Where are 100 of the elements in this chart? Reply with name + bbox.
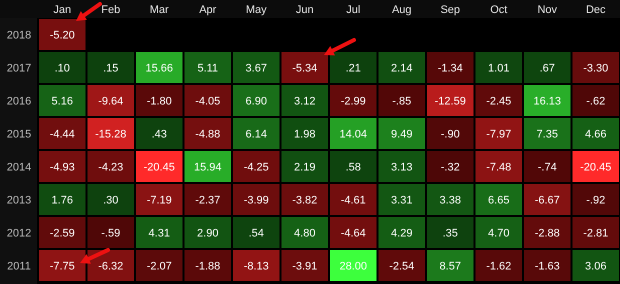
x-tick-label: Sep bbox=[440, 4, 460, 16]
data-label: -7.48 bbox=[486, 162, 512, 174]
data-label: -2.37 bbox=[195, 194, 220, 206]
data-label: -6.67 bbox=[534, 194, 560, 206]
data-label: 5.16 bbox=[52, 96, 73, 108]
data-label: -3.82 bbox=[292, 194, 318, 206]
data-label: 15.66 bbox=[145, 62, 174, 74]
data-label: -1.63 bbox=[534, 260, 560, 272]
data-label: -7.75 bbox=[50, 260, 75, 272]
data-label: 3.12 bbox=[294, 96, 316, 108]
data-label: 6.90 bbox=[246, 96, 267, 108]
data-label: -8.13 bbox=[244, 260, 269, 272]
x-tick-label: Dec bbox=[586, 4, 606, 16]
data-label: .58 bbox=[346, 162, 361, 174]
x-tick-label: Jul bbox=[346, 4, 360, 16]
data-label: -.92 bbox=[586, 194, 606, 206]
data-label: -2.59 bbox=[50, 228, 75, 240]
data-label: -2.81 bbox=[583, 228, 608, 240]
data-label: -4.44 bbox=[50, 128, 75, 140]
data-label: -20.45 bbox=[144, 162, 175, 174]
data-label: 1.98 bbox=[294, 128, 316, 140]
data-label: 2.19 bbox=[294, 162, 316, 174]
data-label: -3.99 bbox=[244, 194, 269, 206]
data-label: 4.29 bbox=[391, 228, 412, 240]
x-tick-label: Feb bbox=[101, 4, 120, 16]
data-label: -.85 bbox=[392, 96, 412, 108]
data-label: 3.38 bbox=[440, 194, 461, 206]
data-label: -4.64 bbox=[340, 228, 366, 240]
data-label: -4.25 bbox=[244, 162, 269, 174]
data-label: .35 bbox=[442, 228, 458, 240]
data-label: -.32 bbox=[440, 162, 460, 174]
data-label: 14.04 bbox=[339, 128, 368, 140]
data-label: 3.31 bbox=[391, 194, 412, 206]
data-label: -.62 bbox=[586, 96, 606, 108]
data-label: 16.13 bbox=[533, 96, 562, 108]
data-label: 1.76 bbox=[52, 194, 73, 206]
y-tick-label: 2011 bbox=[7, 260, 31, 272]
y-tick-label: 2015 bbox=[6, 128, 32, 140]
x-tick-label: May bbox=[246, 4, 268, 16]
x-tick-label: Apr bbox=[199, 4, 217, 16]
data-label: -5.34 bbox=[292, 62, 318, 74]
data-label: 9.49 bbox=[391, 128, 412, 140]
data-label: -5.20 bbox=[50, 30, 75, 42]
data-label: 2.14 bbox=[391, 62, 412, 74]
data-label: -1.80 bbox=[146, 96, 172, 108]
data-label: -2.45 bbox=[486, 96, 512, 108]
x-tick-label: Oct bbox=[490, 4, 508, 16]
data-label: 3.06 bbox=[585, 260, 606, 272]
data-label: -4.61 bbox=[340, 194, 366, 206]
data-label: -.59 bbox=[101, 228, 120, 240]
data-label: -.74 bbox=[538, 162, 557, 174]
data-label: 1.01 bbox=[488, 62, 510, 74]
data-label: 3.13 bbox=[391, 162, 412, 174]
data-label: 15.94 bbox=[194, 162, 222, 174]
y-tick-label: 2018 bbox=[6, 30, 32, 42]
data-label: .21 bbox=[346, 62, 361, 74]
data-label: .43 bbox=[152, 128, 167, 140]
data-label: 4.66 bbox=[585, 128, 606, 140]
y-tick-label: 2016 bbox=[6, 96, 32, 108]
y-tick-label: 2012 bbox=[6, 228, 32, 240]
data-label: -4.05 bbox=[195, 96, 220, 108]
x-tick-label: Nov bbox=[537, 4, 558, 16]
data-label: -2.07 bbox=[146, 260, 172, 272]
data-label: -2.88 bbox=[534, 228, 560, 240]
data-label: -9.64 bbox=[98, 96, 124, 108]
data-label: 4.31 bbox=[148, 228, 170, 240]
data-label: -3.91 bbox=[292, 260, 318, 272]
data-label: -4.88 bbox=[195, 128, 220, 140]
x-tick-label: Jan bbox=[53, 4, 72, 16]
data-label: -1.62 bbox=[486, 260, 512, 272]
data-label: .15 bbox=[103, 62, 118, 74]
data-label: 6.14 bbox=[246, 128, 267, 140]
data-label: -4.93 bbox=[50, 162, 75, 174]
data-label: -2.54 bbox=[389, 260, 414, 272]
data-label: .10 bbox=[54, 62, 70, 74]
data-label: 7.35 bbox=[536, 128, 558, 140]
data-label: -3.30 bbox=[583, 62, 608, 74]
y-tick-label: 2014 bbox=[6, 162, 32, 174]
data-label: 4.80 bbox=[294, 228, 316, 240]
data-label: .67 bbox=[540, 62, 555, 74]
x-tick-label: Mar bbox=[150, 4, 170, 16]
data-label: 4.70 bbox=[488, 228, 510, 240]
data-label: .54 bbox=[248, 228, 264, 240]
data-label: -15.28 bbox=[95, 128, 126, 140]
data-label: -7.97 bbox=[486, 128, 512, 140]
y-tick-label: 2013 bbox=[6, 194, 32, 206]
data-label: -1.88 bbox=[195, 260, 220, 272]
data-label: -.90 bbox=[440, 128, 460, 140]
data-label: 8.57 bbox=[440, 260, 461, 272]
data-label: -4.23 bbox=[98, 162, 124, 174]
data-label: 6.65 bbox=[488, 194, 510, 206]
data-label: -2.99 bbox=[340, 96, 366, 108]
y-tick-label: 2017 bbox=[6, 62, 32, 74]
data-label: .30 bbox=[103, 194, 118, 206]
data-label: -20.45 bbox=[580, 162, 612, 174]
data-label: 2.90 bbox=[197, 228, 218, 240]
data-label: -1.34 bbox=[438, 62, 463, 74]
x-tick-label: Aug bbox=[392, 4, 412, 16]
data-label: -7.19 bbox=[146, 194, 172, 206]
data-label: 5.11 bbox=[197, 62, 218, 74]
